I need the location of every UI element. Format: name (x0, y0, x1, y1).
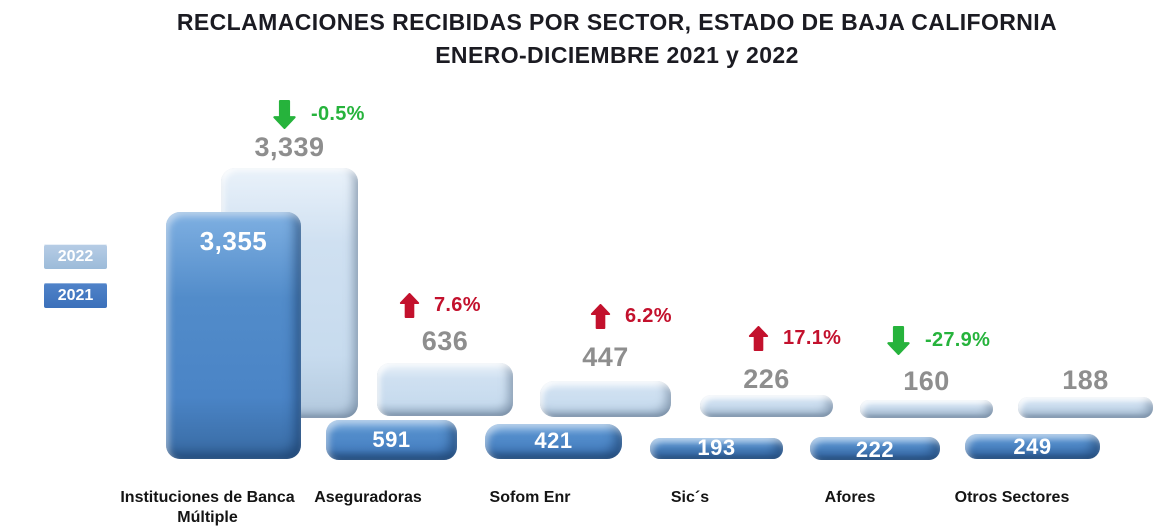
value-2022-aseguradoras: 636 (421, 326, 469, 356)
pct-change-value: 7.6% (434, 294, 481, 316)
pct-change-sofom-enr: 6.2% (590, 304, 672, 329)
pct-change-value: 6.2% (625, 305, 672, 327)
bar-2022-otros-sectores (1018, 397, 1153, 418)
bar-2021-aseguradoras (326, 420, 457, 460)
pct-change-afores: -27.9% (886, 326, 990, 355)
chart-title-line1: RECLAMACIONES RECIBIDAS POR SECTOR, ESTA… (176, 9, 1058, 35)
value-2022-sics: 226 (743, 364, 790, 394)
value-2022-sofom-enr: 447 (582, 342, 629, 372)
value-2021-otros-sectores: 249 (1013, 434, 1052, 459)
legend-item-2021: 2021 (44, 283, 107, 308)
value-2021-aseguradoras: 591 (372, 427, 411, 452)
bar-2021-sics (650, 438, 783, 459)
value-2022-otros-sectores: 188 (1062, 365, 1109, 395)
bar-2022-afores (860, 400, 993, 418)
value-2021-afores: 222 (855, 437, 895, 462)
increase-arrow-icon (399, 293, 420, 318)
axis-label-aseguradoras: Aseguradoras (314, 489, 422, 506)
bar-2021-afores (810, 437, 940, 460)
value-2021-sics: 193 (697, 435, 736, 460)
chart-title-line2: ENERO-DICIEMBRE 2021 y 2022 (435, 42, 799, 68)
axis-label-banca-multiple: Instituciones de Banca Múltiple (120, 489, 295, 526)
pct-change-value: 17.1% (783, 327, 842, 349)
bar-2022-sics (700, 395, 833, 417)
value-2021-sofom-enr: 421 (534, 428, 573, 453)
increase-arrow-icon (748, 326, 769, 351)
decrease-arrow-icon (273, 100, 296, 129)
axis-label-sofom-enr: Sofom Enr (489, 489, 571, 506)
pct-change-banca-multiple: -0.5% (272, 100, 365, 129)
value-2022-banca-multiple: 3,339 (254, 132, 325, 162)
bar-2021-banca-multiple (166, 212, 301, 459)
chart-title: RECLAMACIONES RECIBIDAS POR SECTOR, ESTA… (70, 6, 1164, 72)
bar-2022-sofom-enr (540, 381, 671, 417)
pct-change-value: -27.9% (925, 329, 991, 351)
decrease-arrow-icon (887, 326, 910, 355)
axis-label-otros-sectores: Otros Sectores (954, 489, 1070, 506)
bar-2022-aseguradoras (377, 363, 513, 416)
value-2021-banca-multiple: 3,355 (199, 226, 268, 256)
axis-label-afores: Afores (824, 489, 876, 506)
bar-2021-otros-sectores (965, 434, 1100, 459)
value-2022-afores: 160 (903, 366, 950, 396)
axis-label-sics: Sic´s (670, 489, 710, 506)
pct-change-sics: 17.1% (748, 326, 841, 351)
bar-2021-sofom-enr (485, 424, 622, 459)
legend-item-2022: 2022 (44, 244, 107, 269)
pct-change-value: -0.5% (311, 103, 365, 125)
pct-change-aseguradoras: 7.6% (399, 293, 481, 318)
increase-arrow-icon (590, 304, 611, 329)
